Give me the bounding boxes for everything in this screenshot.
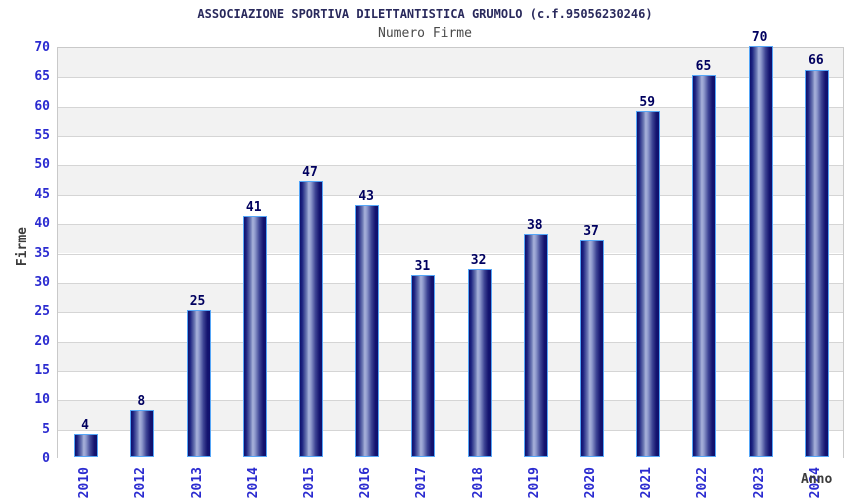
x-tick-label: 2012 [133,467,149,499]
bar-value-label: 25 [189,294,206,310]
plot-band-white [58,370,843,401]
bar-2022 [692,75,717,457]
x-tick-label: 2023 [751,467,767,499]
bar-value-label: 66 [808,53,824,69]
x-axis-label: Anno [801,472,833,487]
x-tick-label: 2014 [245,467,261,499]
bar-value-label: 32 [470,253,487,269]
chart-subtitle: Numero Firme [378,26,472,41]
y-tick-label: 15 [34,362,50,378]
y-tick-label: 55 [34,128,50,144]
plot-band-gray [58,224,843,254]
plot-band-gray [58,106,843,137]
bar-2017 [411,275,436,457]
y-tick-label: 25 [34,304,50,320]
plot-band-gray [58,165,843,195]
x-tick-label: 2018 [470,467,486,499]
y-tick-label: 65 [34,69,50,85]
plot-band-white [58,136,843,166]
y-tick-label: 10 [34,392,50,408]
plot-band-gray [58,400,843,430]
bar-2019 [523,233,548,457]
bar-value-label: 37 [583,223,599,239]
bar-2021 [636,110,661,457]
bar-value-label: 38 [526,217,543,233]
x-tick-label: 2013 [189,467,205,499]
bar-2023 [748,46,773,457]
bar-2018 [467,269,492,457]
plot-band-gray [58,341,843,371]
bar-value-label: 31 [414,258,431,274]
bar-2014 [242,216,267,457]
x-tick-label: 2019 [526,467,542,499]
bar-value-label: 8 [137,394,146,410]
y-tick-label: 0 [42,451,50,466]
y-tick-label: 40 [34,216,50,232]
x-tick-label: 2010 [77,467,93,499]
x-tick-label: 2021 [639,467,655,499]
x-tick-label: 2015 [301,467,317,499]
plot-band-gray [58,48,843,78]
bar-2016 [355,204,380,457]
x-tick-label: 2022 [695,467,711,499]
bar-2015 [298,181,323,457]
bar-value-label: 41 [245,200,262,216]
bar-value-label: 4 [81,417,89,433]
bar-2012 [130,410,155,457]
y-tick-label: 45 [34,186,50,202]
plot-area [57,46,844,459]
plot-band-white [58,194,843,225]
y-tick-label: 70 [34,40,50,55]
y-tick-label: 5 [42,421,50,437]
bar-value-label: 43 [358,188,374,204]
plot-band-white [58,77,843,107]
y-tick-label: 35 [34,245,50,261]
bar-2020 [580,239,605,457]
x-tick-label: 2020 [583,467,599,499]
bar-value-label: 59 [639,94,656,110]
bar-value-label: 47 [302,165,318,181]
x-tick-label: 2017 [414,467,430,499]
bar-2024 [804,69,829,457]
plot-band-white [58,429,843,459]
x-tick-label: 2016 [358,467,374,499]
y-tick-label: 60 [34,98,50,114]
bar-value-label: 65 [695,59,712,75]
bar-2013 [186,310,211,457]
y-tick-label: 20 [34,333,50,349]
y-tick-label: 50 [34,157,50,173]
y-tick-label: 30 [34,274,50,290]
chart-title: ASSOCIAZIONE SPORTIVA DILETTANTISTICA GR… [197,7,653,21]
bar-value-label: 70 [751,30,768,45]
bar-2010 [74,433,99,457]
plot-band-white [58,312,843,342]
